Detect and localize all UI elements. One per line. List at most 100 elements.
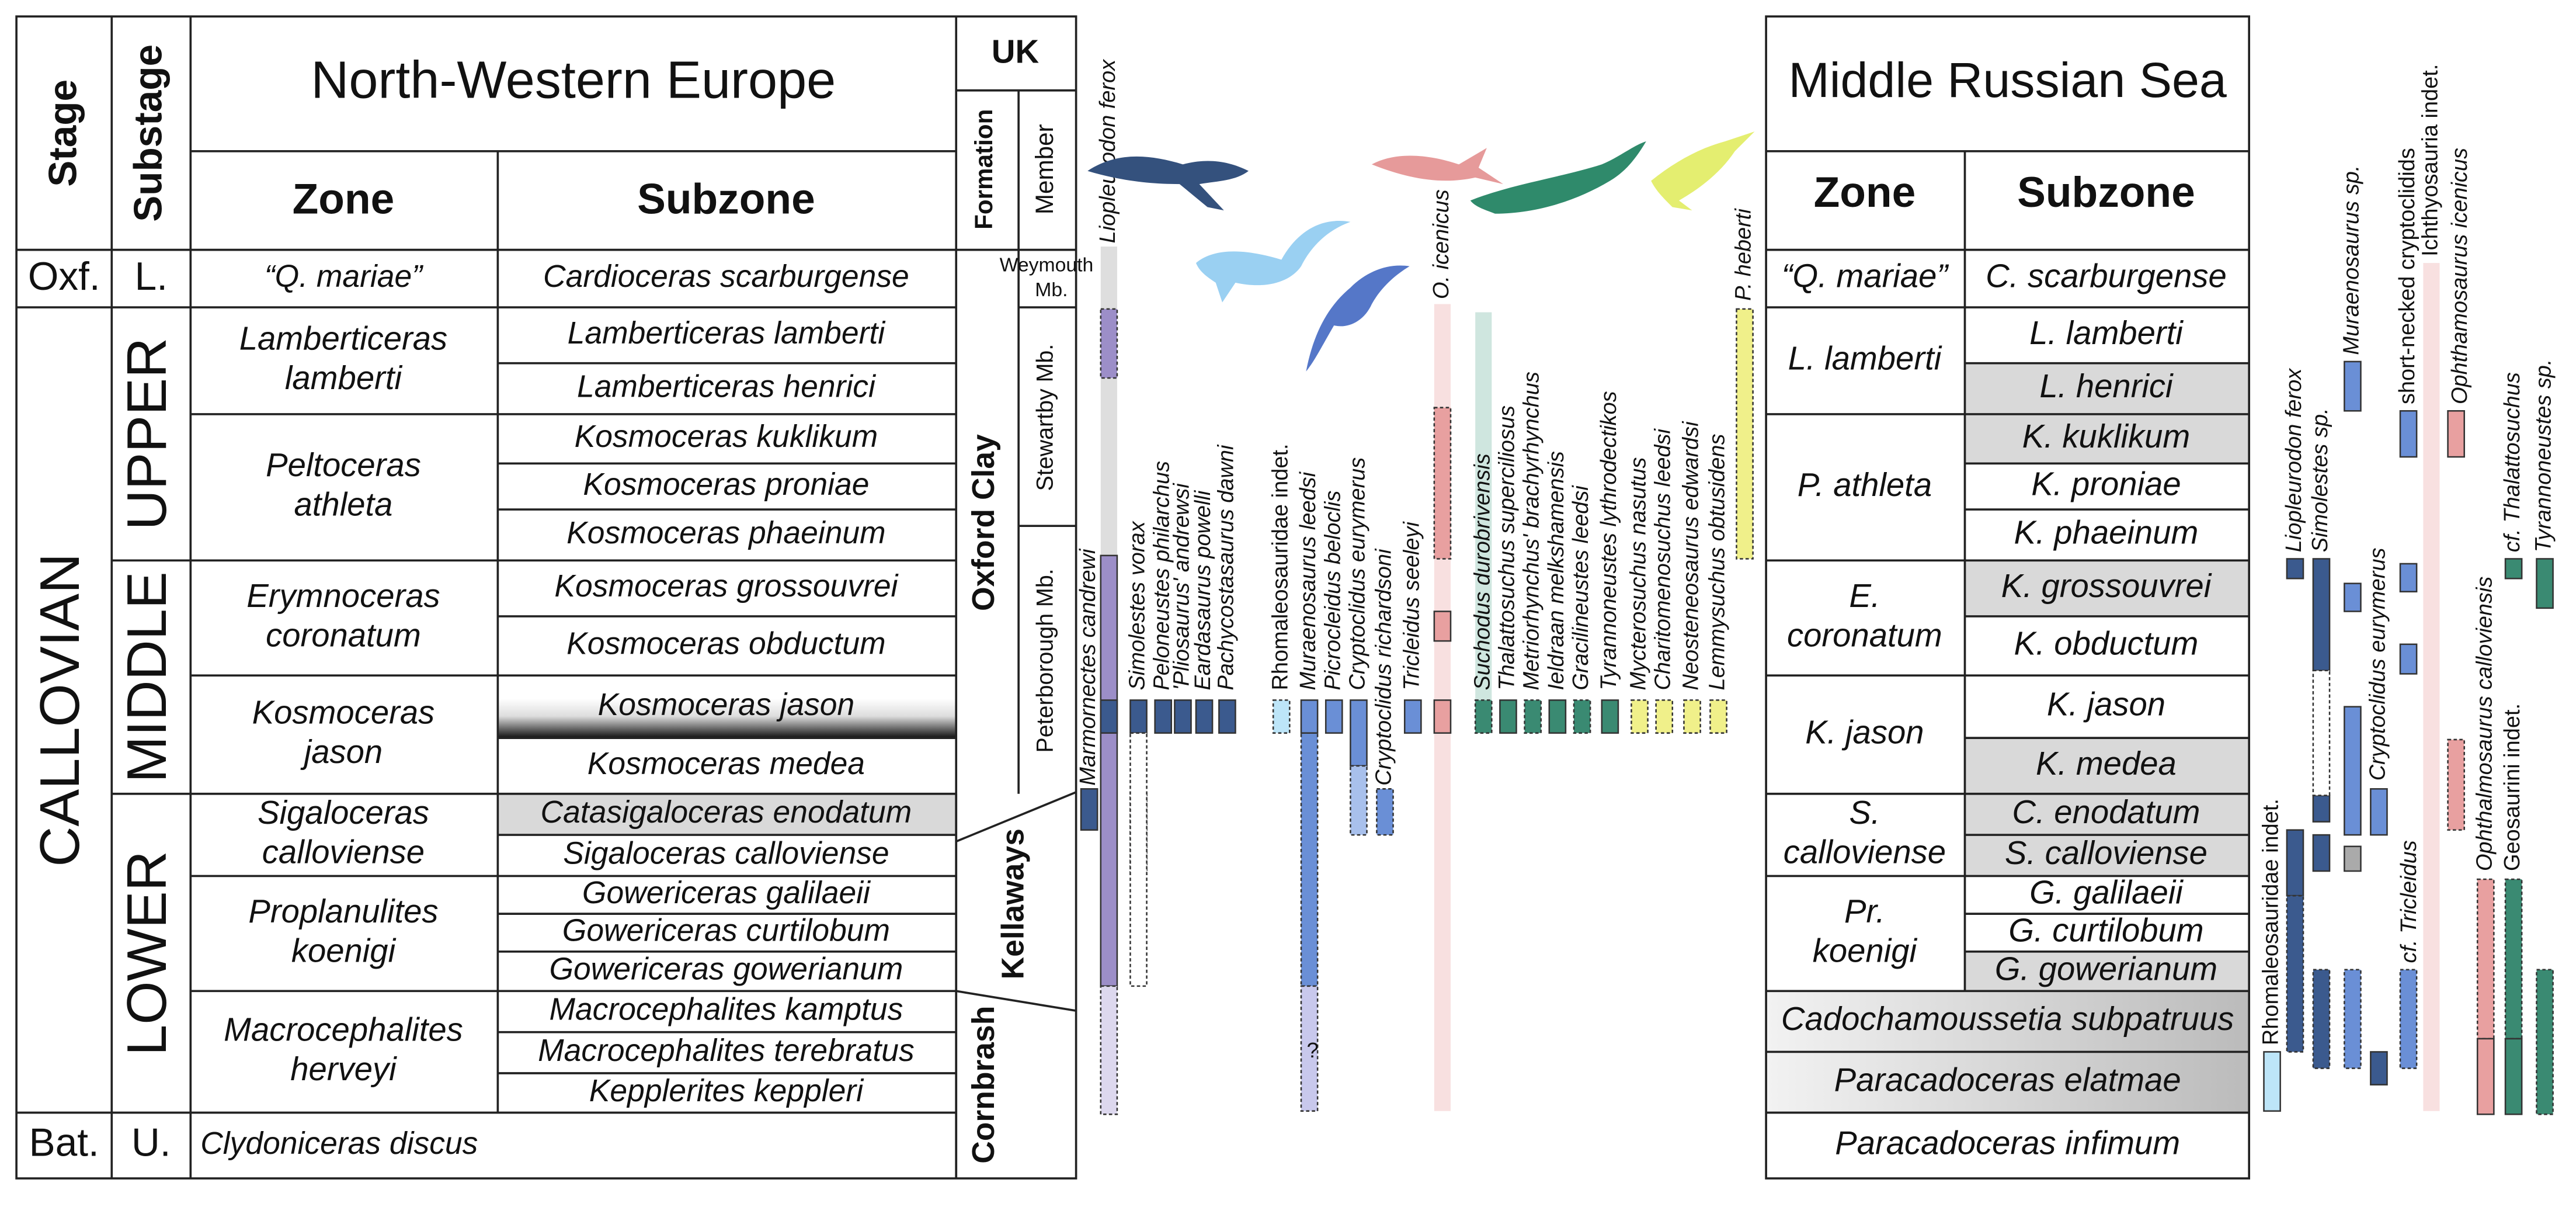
range-bar <box>1631 699 1649 734</box>
range-bar <box>1683 699 1701 734</box>
taxon-label: Suchodus durobrivensis <box>1470 453 1494 690</box>
range-bar <box>1573 699 1591 734</box>
zone-shade <box>1766 1052 2250 1113</box>
range-bar <box>2286 894 2304 1053</box>
subzone-shade <box>1965 951 2250 991</box>
member: Peterborough Mb. <box>1032 568 1058 752</box>
zone: jason <box>300 733 383 770</box>
stage: Bat. <box>29 1121 99 1165</box>
subzone: G. gowerianum <box>1995 950 2217 987</box>
header: Zone <box>1814 169 1916 216</box>
zone: athleta <box>294 486 393 523</box>
taxon-label: Ophthamosaurus icenicus <box>2448 148 2472 404</box>
range-bar <box>2504 1038 2523 1115</box>
query-mark: ? <box>1307 1038 1319 1062</box>
taxon-label: Cryptoclidus richardsoni <box>1372 548 1396 786</box>
header: Zone <box>293 175 395 223</box>
taxon-label: cf. Tricleidus <box>2397 840 2421 963</box>
range-bar <box>1350 765 1368 836</box>
zone: Paracadoceras infimum <box>1835 1125 2180 1161</box>
subzone: L. henrici <box>2039 367 2174 404</box>
zone: Cadochamoussetia subpatruus <box>1781 1000 2234 1037</box>
taxon-label: Neosteneosaurus edwardsi <box>1679 421 1704 691</box>
taxon-label: Mycterosuchus nasutus <box>1626 457 1651 691</box>
subzone-shade <box>1965 835 2250 876</box>
member: Mb. <box>1035 279 1068 301</box>
subzone: K. proniae <box>2031 466 2181 502</box>
range-bar <box>1655 699 1674 734</box>
taxon-label: Rhomaleosauridae indet. <box>2259 799 2283 1045</box>
subzone: L. lamberti <box>2029 314 2184 351</box>
range-bar <box>1100 308 1118 379</box>
subzone: K. obductum <box>2014 625 2199 661</box>
subzone-shade <box>1965 738 2250 794</box>
ichthyosaur-silhouette <box>1371 148 1504 185</box>
substage: MIDDLE <box>116 571 178 782</box>
subzone: Macrocephalites terebratus <box>538 1033 915 1068</box>
subzone-shade <box>1965 414 2250 464</box>
substage: U. <box>131 1121 171 1165</box>
taxon-label: Rhomaleosauridae indet. <box>1268 443 1292 690</box>
header: Member <box>1031 124 1058 214</box>
subzone: Kosmoceras phaeinum <box>566 516 886 550</box>
taxon-label: Liopleurodon ferox <box>1096 58 1120 244</box>
range-bar <box>2344 706 2362 836</box>
range-bar <box>2504 558 2523 580</box>
taxon-label: Marmornectes candrewi <box>1076 548 1100 786</box>
table-title: North-Western Europe <box>311 51 836 109</box>
taxon-label: Muraenosaurus sp. <box>2339 165 2363 355</box>
taxon-label: Lemmysuchus obtusidens <box>1705 434 1730 691</box>
subzone: Cardioceras scarburgense <box>543 259 909 294</box>
range-bar <box>1736 308 1754 560</box>
member: Stewartby Mb. <box>1032 344 1058 491</box>
zone: K. jason <box>1805 713 1924 750</box>
subzone: Gowericeras curtilobum <box>562 914 890 948</box>
zone: coronatum <box>266 616 421 653</box>
range-bar <box>2312 795 2331 823</box>
plesiosaur-silhouette <box>1195 221 1351 303</box>
range-bar <box>2286 829 2304 897</box>
header: UK <box>992 33 1040 70</box>
zone: koenigi <box>291 932 397 969</box>
range-bar <box>1433 699 1452 734</box>
subzone-shade <box>1965 793 2250 835</box>
range-bar <box>2447 410 2465 458</box>
range-bar <box>1350 699 1368 767</box>
subzone: Kosmoceras proniae <box>583 467 869 502</box>
subzone: C. scarburgense <box>1986 258 2227 294</box>
zone: Lamberticeras <box>239 320 447 357</box>
subzone-shade <box>498 793 957 835</box>
subzone: Catasigaloceras enodatum <box>541 795 912 830</box>
range-bar <box>1300 985 1319 1112</box>
subzone: Gowericeras gowerianum <box>549 952 903 987</box>
subzone: Kepplerites keppleri <box>589 1074 864 1108</box>
left-table-frame <box>15 15 1077 1180</box>
taxon-label: Eardasaurus powelli <box>1191 490 1215 690</box>
taxon-label: Tyrannoneustes lythrodectikos <box>1597 391 1621 690</box>
range-bar <box>1324 699 1343 734</box>
range-bar <box>2399 410 2418 458</box>
range-bar <box>2312 834 2331 872</box>
taxon-label: Geosaurini indet. <box>2500 703 2525 871</box>
taxon-label: Ieldraan melkshamensis <box>1544 451 1569 690</box>
table-line <box>955 791 1077 843</box>
right-table-frame <box>1765 15 2251 1180</box>
range-bar <box>2344 582 2362 612</box>
zone: Clydoniceras discus <box>200 1126 478 1161</box>
taxon-label: Picrocleidus beloclis <box>1320 491 1345 691</box>
range-bar <box>2504 878 2523 1040</box>
taxon-label: Metriorhynchus' brachyrhynchus <box>1520 372 1544 690</box>
zone: Pr. <box>1844 893 1885 929</box>
range-bar <box>1433 407 1452 560</box>
header: Stage <box>41 79 85 187</box>
range-bars <box>1080 246 2554 1115</box>
subzone: Kosmoceras grossouvrei <box>554 569 899 604</box>
zone: Kosmoceras <box>252 694 435 731</box>
subzone-shade <box>1965 560 2250 616</box>
range-bar <box>1218 699 1236 734</box>
substage: LOWER <box>116 851 178 1056</box>
formation: Kellaways <box>996 828 1031 979</box>
taxon-label: Gracilineustes leedsi <box>1569 485 1593 691</box>
